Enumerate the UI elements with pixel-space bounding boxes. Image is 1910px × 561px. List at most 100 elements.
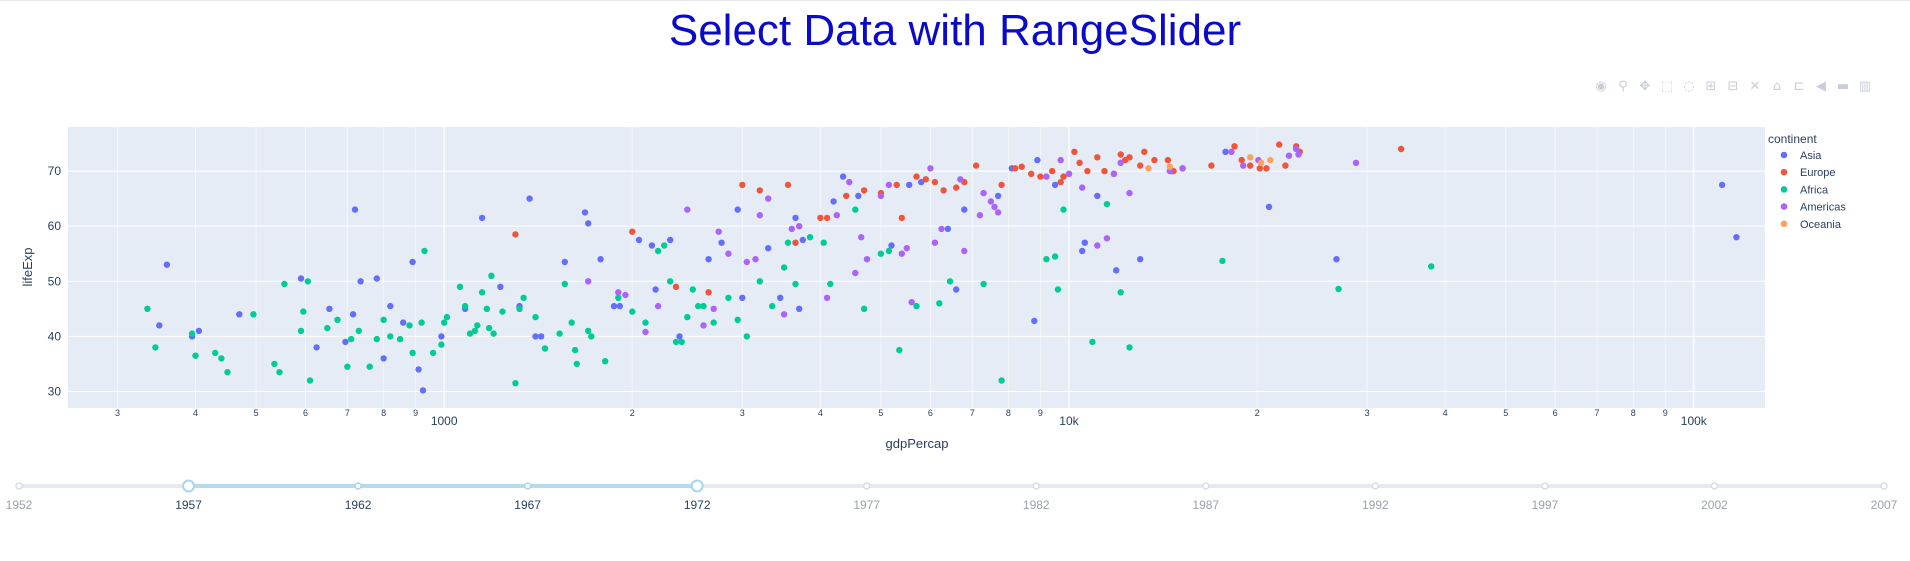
data-point-americas[interactable] [1179,165,1186,172]
data-point-europe[interactable] [1247,162,1254,169]
data-point-africa[interactable] [896,346,903,354]
data-point-asia[interactable] [409,258,416,266]
legend-marker-americas[interactable] [1780,203,1788,210]
data-point-europe[interactable] [1049,167,1056,175]
data-point-africa[interactable] [144,305,151,312]
data-point-americas[interactable] [788,225,795,233]
data-point-asia[interactable] [1081,239,1089,246]
data-point-africa[interactable] [615,294,622,301]
data-point-europe[interactable] [756,187,763,194]
legend-item-label[interactable]: Africa [1800,184,1829,196]
data-point-europe[interactable] [1057,178,1064,186]
data-point-asia[interactable] [585,220,592,227]
data-point-americas[interactable] [1065,170,1073,177]
data-point-africa[interactable] [602,358,609,365]
data-point-americas[interactable] [1103,235,1111,242]
data-point-africa[interactable] [936,300,943,307]
data-point-africa[interactable] [366,363,373,370]
data-point-asia[interactable] [380,355,387,362]
data-point-asia[interactable] [1034,156,1041,164]
data-point-europe[interactable] [1076,159,1083,166]
data-point-americas[interactable] [1228,148,1235,155]
slider-step-label[interactable]: 1987 [1192,498,1219,512]
data-point-africa[interactable] [441,319,448,326]
zoom-out-icon[interactable]: ⊟ [1727,79,1739,94]
data-point-africa[interactable] [355,327,362,335]
data-point-europe[interactable] [792,239,799,246]
data-point-africa[interactable] [588,333,595,340]
slider-step-dot[interactable] [1710,482,1719,490]
data-point-africa[interactable] [334,316,341,323]
data-point-asia[interactable] [400,319,407,326]
data-point-europe[interactable] [1065,170,1073,177]
data-point-americas[interactable] [622,291,629,299]
data-point-oceania[interactable] [1166,163,1174,170]
data-point-africa[interactable] [1335,285,1342,293]
data-point-africa[interactable] [998,377,1005,384]
data-point-africa[interactable] [499,308,506,315]
data-point-americas[interactable] [642,328,649,336]
data-point-africa[interactable] [409,349,416,357]
zoom-in-icon[interactable]: ⊞ [1705,79,1717,94]
data-point-americas[interactable] [877,192,885,200]
data-point-asia[interactable] [351,206,359,213]
data-point-europe[interactable] [922,176,929,183]
data-point-americas[interactable] [903,245,910,252]
slider-step-label[interactable]: 1997 [1532,498,1559,512]
data-point-asia[interactable] [777,294,784,301]
data-point-americas[interactable] [654,302,662,310]
data-point-africa[interactable] [629,308,636,315]
data-point-asia[interactable] [342,338,349,346]
legend-marker-asia[interactable] [1780,151,1788,159]
data-point-asia[interactable] [188,333,196,340]
data-point-asia[interactable] [326,305,333,312]
legend-item-label[interactable]: Asia [1800,150,1822,162]
range-slider[interactable]: 1952 1957 1962 1967 1972 1977 1982 1987 1992 1997… [6,479,1898,513]
data-point-africa[interactable] [672,338,680,346]
data-point-africa[interactable] [418,319,425,326]
data-point-africa[interactable] [380,316,387,323]
data-point-asia[interactable] [357,278,364,285]
data-point-asia[interactable] [616,302,623,310]
data-point-africa[interactable] [483,305,490,312]
data-point-africa[interactable] [1219,257,1226,265]
data-point-europe[interactable] [893,181,900,189]
data-point-africa[interactable] [218,355,225,362]
data-point-europe[interactable] [1110,170,1118,177]
data-point-africa[interactable] [678,338,685,346]
data-point-americas[interactable] [961,247,968,255]
data-point-africa[interactable] [784,239,792,246]
data-point-americas[interactable] [1043,173,1050,180]
data-point-europe[interactable] [961,178,968,186]
slider-step-label[interactable]: 1967 [514,498,541,512]
data-point-africa[interactable] [946,278,954,285]
data-point-asia[interactable] [1008,165,1015,172]
data-point-americas[interactable] [927,165,934,172]
data-point-africa[interactable] [300,308,307,315]
data-point-africa[interactable] [461,302,469,310]
data-point-asia[interactable] [526,195,533,202]
data-point-asia[interactable] [1031,317,1038,325]
data-point-americas[interactable] [1166,167,1174,175]
data-point-europe[interactable] [860,187,868,194]
data-point-asia[interactable] [195,327,203,335]
data-point-asia[interactable] [1113,267,1120,274]
legend-marker-europe[interactable] [1780,168,1788,176]
data-point-asia[interactable] [994,192,1002,200]
data-point-europe[interactable] [739,181,746,189]
data-point-africa[interactable] [806,234,814,241]
data-point-asia[interactable] [1222,148,1229,155]
data-point-asia[interactable] [297,275,305,282]
data-point-africa[interactable] [1103,200,1111,208]
data-point-americas[interactable] [752,256,759,263]
data-point-europe[interactable] [512,231,519,238]
data-point-europe[interactable] [998,181,1005,189]
slider-step-label[interactable]: 1957 [175,498,202,512]
data-point-africa[interactable] [769,302,776,310]
data-point-europe[interactable] [972,162,980,169]
data-point-asia[interactable] [163,261,171,268]
data-point-europe[interactable] [1170,167,1177,175]
data-point-asia[interactable] [799,236,806,244]
slider-step-label[interactable]: 1952 [6,498,33,512]
data-point-americas[interactable] [710,305,717,312]
